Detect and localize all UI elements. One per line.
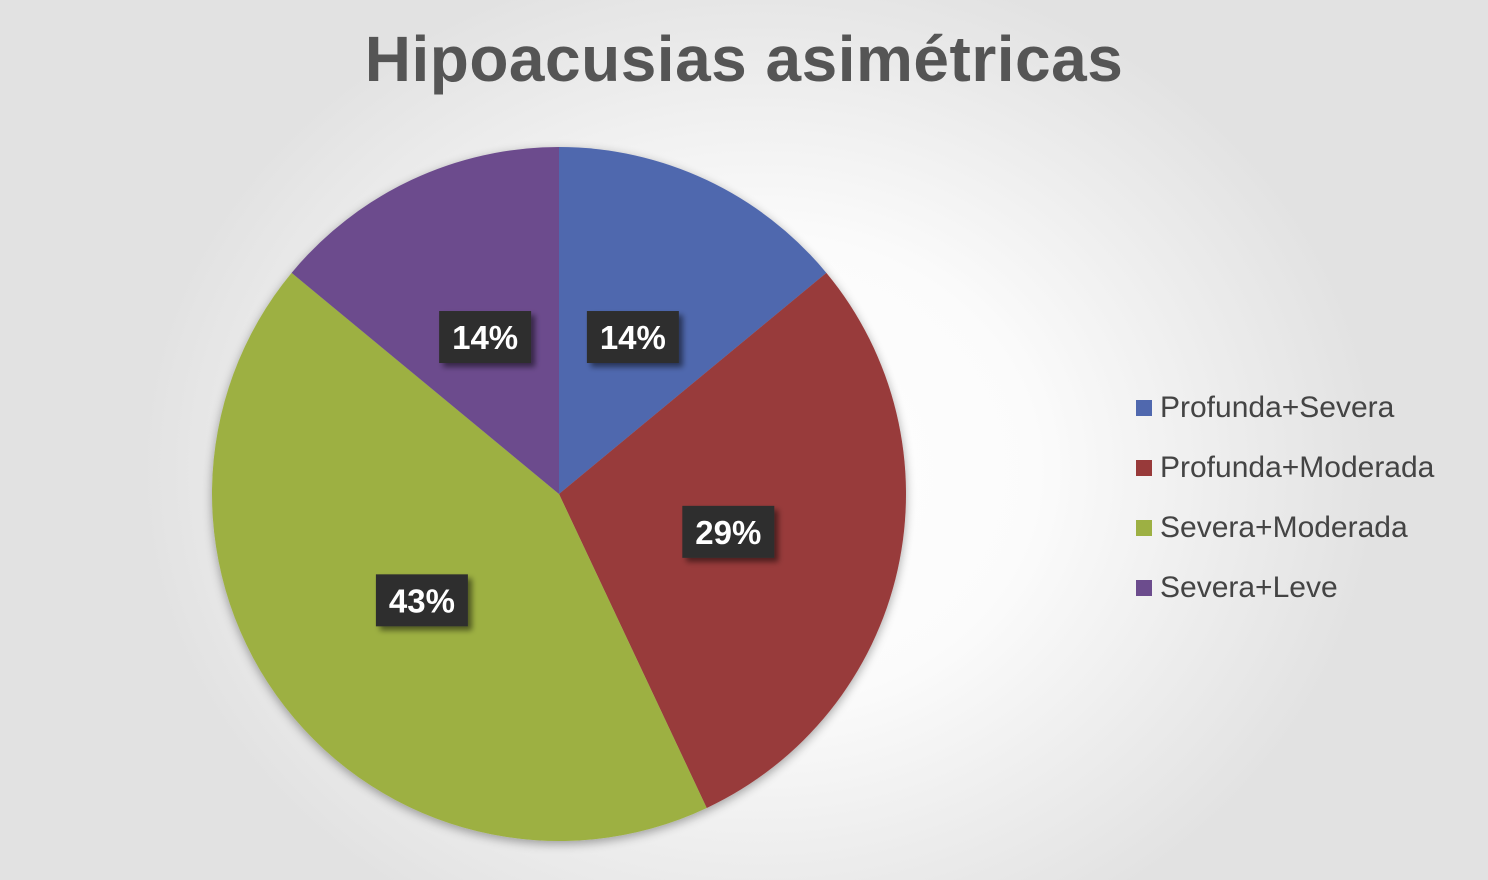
data-label-text: 43%: [389, 582, 455, 619]
legend-item-profunda-severa: Profunda+Severa: [1136, 378, 1434, 438]
data-label-text: 29%: [695, 514, 761, 551]
legend-item-severa-leve: Severa+Leve: [1136, 558, 1434, 618]
pie-slice-severa-moderada: [211, 272, 707, 842]
data-label-box: [682, 505, 775, 558]
chart-legend: Profunda+Severa Profunda+Moderada Severa+M…: [1136, 378, 1434, 618]
pie-slices: [211, 147, 907, 842]
legend-item-severa-moderada: Severa+Moderada: [1136, 498, 1434, 558]
data-label-box: [439, 311, 532, 364]
legend-label: Severa+Leve: [1160, 571, 1338, 604]
legend-label: Severa+Moderada: [1160, 511, 1408, 544]
pie-slice-profunda-severa: [559, 147, 827, 494]
pie-slice-severa-leve: [291, 147, 559, 494]
legend-label: Profunda+Moderada: [1160, 451, 1435, 484]
data-label-profunda-moderada: 29%: [682, 505, 775, 558]
legend-item-profunda-moderada: Profunda+Moderada: [1136, 438, 1434, 498]
legend-swatch: [1136, 460, 1152, 476]
pie-data-labels: 14% 29% 43% 14%: [375, 311, 775, 627]
data-label-severa-leve: 14%: [439, 311, 532, 364]
chart-title: Hipoacusias asimétricas: [364, 23, 1124, 95]
data-label-box: [375, 574, 468, 627]
data-label-severa-moderada: 43%: [375, 574, 468, 627]
legend-label: Profunda+Severa: [1160, 391, 1395, 424]
data-label-profunda-severa: 14%: [586, 311, 679, 364]
data-label-text: 14%: [600, 319, 666, 356]
legend-swatch: [1136, 400, 1152, 416]
data-label-text: 14%: [452, 319, 518, 356]
legend-swatch: [1136, 580, 1152, 596]
legend-swatch: [1136, 520, 1152, 536]
data-label-box: [586, 311, 679, 364]
